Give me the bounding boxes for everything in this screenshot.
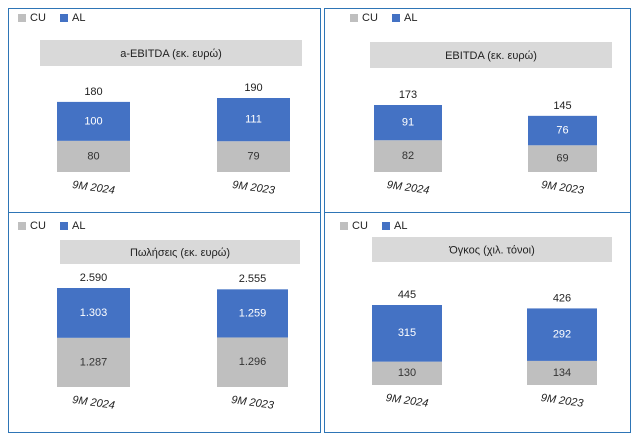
x-tick-label: 9M 2023 xyxy=(540,179,585,197)
total-label: 2.555 xyxy=(239,273,267,285)
bar-segment xyxy=(57,288,130,338)
value-label: 1.296 xyxy=(239,356,267,368)
total-label: 426 xyxy=(553,292,571,304)
x-tick-label: 9M 2024 xyxy=(386,179,430,197)
value-label: 69 xyxy=(556,153,568,165)
legend-label: CU xyxy=(362,12,378,24)
value-label: 91 xyxy=(402,117,414,129)
value-label: 100 xyxy=(84,115,102,127)
bar-segment xyxy=(372,305,442,362)
bar-segment xyxy=(217,289,288,338)
x-tick-label: 9M 2023 xyxy=(231,179,276,197)
total-label: 190 xyxy=(244,82,262,94)
legend-swatch xyxy=(18,14,26,22)
bar-segment xyxy=(57,140,130,172)
bar-segment xyxy=(527,308,597,361)
title-box xyxy=(40,40,302,66)
value-label: 1.303 xyxy=(80,307,108,319)
legend-label: CU xyxy=(30,12,46,24)
value-label: 315 xyxy=(398,327,416,339)
chart-title: Πωλήσεις (εκ. ευρώ) xyxy=(130,247,230,259)
panel-border xyxy=(324,8,631,213)
bar-segment xyxy=(374,105,442,141)
value-label: 292 xyxy=(553,329,571,341)
title-box xyxy=(370,42,612,68)
chart-title: a-EBITDA (εκ. ευρώ) xyxy=(120,48,222,60)
value-label: 1.259 xyxy=(239,307,267,319)
legend-label: CU xyxy=(30,220,46,232)
legend-label: AL xyxy=(72,12,85,24)
bar-segment xyxy=(217,337,288,387)
bar-segment xyxy=(57,101,130,141)
value-label: 76 xyxy=(556,124,568,136)
value-label: 111 xyxy=(245,114,262,126)
x-tick-label: 9M 2024 xyxy=(71,394,115,412)
legend-label: AL xyxy=(72,220,85,232)
chart-title: Όγκος (χιλ. τόνοι) xyxy=(448,244,535,256)
total-label: 180 xyxy=(84,86,102,98)
total-label: 2.590 xyxy=(80,272,108,284)
bar-segment xyxy=(374,140,442,172)
bar-segment xyxy=(372,361,442,385)
panel-border xyxy=(8,212,321,433)
panel-border xyxy=(324,212,631,433)
total-label: 145 xyxy=(553,100,571,112)
legend-swatch xyxy=(350,14,358,22)
value-label: 130 xyxy=(398,367,416,379)
value-label: 80 xyxy=(87,150,99,162)
bar-segment xyxy=(217,98,290,142)
value-label: 82 xyxy=(402,150,414,162)
bar-segment xyxy=(528,145,597,172)
bar-segment xyxy=(528,115,597,146)
legend-swatch xyxy=(60,222,68,230)
value-label: 1.287 xyxy=(80,356,108,368)
chart-title: EBITDA (εκ. ευρώ) xyxy=(445,50,537,62)
legend-label: AL xyxy=(394,220,407,232)
legend-label: AL xyxy=(404,12,417,24)
legend-swatch xyxy=(60,14,68,22)
x-tick-label: 9M 2023 xyxy=(230,394,275,412)
x-tick-label: 9M 2023 xyxy=(540,392,585,410)
title-box xyxy=(372,237,612,262)
title-box xyxy=(60,240,300,264)
legend-swatch xyxy=(340,222,348,230)
legend-swatch xyxy=(392,14,400,22)
legend-swatch xyxy=(18,222,26,230)
bar-segment xyxy=(57,337,130,387)
x-tick-label: 9M 2024 xyxy=(71,179,115,197)
legend-label: CU xyxy=(352,220,368,232)
value-label: 134 xyxy=(553,367,571,379)
bar-segment xyxy=(217,141,290,172)
x-tick-label: 9M 2024 xyxy=(385,392,429,410)
total-label: 173 xyxy=(399,89,417,101)
value-label: 79 xyxy=(247,151,259,163)
legend-swatch xyxy=(382,222,390,230)
bar-segment xyxy=(527,360,597,385)
total-label: 445 xyxy=(398,289,416,301)
